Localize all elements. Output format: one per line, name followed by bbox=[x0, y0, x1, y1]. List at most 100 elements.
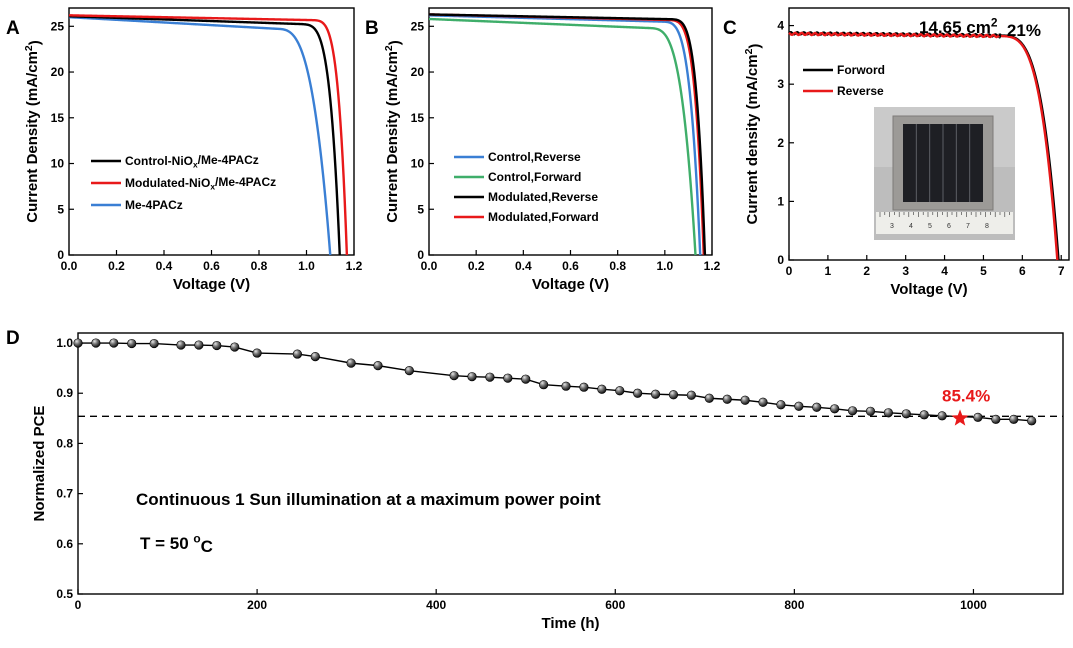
y-tick-label: 5 bbox=[417, 202, 424, 216]
data-point bbox=[597, 384, 607, 394]
x-tick-label: 0.4 bbox=[156, 259, 173, 273]
data-point bbox=[485, 372, 495, 382]
y-tick-label: 20 bbox=[51, 65, 65, 79]
x-tick-label: 0 bbox=[786, 264, 793, 278]
x-tick-label: 3 bbox=[902, 264, 909, 278]
ruler bbox=[876, 212, 1013, 234]
data-point bbox=[830, 404, 840, 414]
y-tick-label: 2 bbox=[777, 136, 784, 150]
x-axis-title: Voltage (V) bbox=[532, 276, 609, 293]
y-axis-title: Current Density (mA/cm2) bbox=[23, 40, 44, 223]
y-tick-label: 5 bbox=[57, 202, 64, 216]
temperature-annotation: T = 50 oC bbox=[140, 531, 213, 555]
data-point bbox=[539, 380, 549, 390]
x-axis-title: Voltage (V) bbox=[173, 276, 250, 293]
x-tick-label: 0.8 bbox=[609, 259, 626, 273]
x-tick-label: 6 bbox=[1019, 264, 1026, 278]
y-tick-label: 0 bbox=[417, 248, 424, 262]
ruler-label: 3 bbox=[890, 223, 894, 230]
data-point bbox=[633, 388, 643, 398]
data-point bbox=[292, 349, 302, 359]
y-tick-label: 25 bbox=[51, 19, 65, 33]
x-axis-title: Voltage (V) bbox=[890, 281, 967, 298]
data-point bbox=[561, 381, 571, 391]
x-tick-label: 5 bbox=[980, 264, 987, 278]
legend-label: Control-NiOx/Me-4PACz bbox=[125, 153, 259, 170]
x-tick-label: 0.0 bbox=[61, 259, 78, 273]
panel-letter: D bbox=[6, 328, 20, 349]
data-point bbox=[883, 408, 893, 418]
data-point bbox=[373, 361, 383, 371]
plot-frame bbox=[788, 7, 1070, 261]
data-point bbox=[794, 401, 804, 411]
panel-letter: A bbox=[6, 18, 20, 39]
ruler-label: 6 bbox=[947, 223, 951, 230]
y-tick-label: 10 bbox=[411, 157, 425, 171]
y-axis-title: Current Density (mA/cm2) bbox=[383, 40, 404, 223]
data-point bbox=[73, 338, 83, 348]
y-tick-label: 0.6 bbox=[56, 537, 73, 551]
data-point bbox=[722, 394, 732, 404]
data-point bbox=[919, 410, 929, 420]
legend-label: Control,Reverse bbox=[488, 150, 581, 164]
legend-label: Me-4PACz bbox=[125, 198, 183, 212]
x-tick-label: 200 bbox=[247, 598, 267, 612]
data-point bbox=[194, 340, 204, 350]
x-tick-label: 0.2 bbox=[108, 259, 125, 273]
data-point bbox=[1009, 414, 1019, 424]
data-point bbox=[668, 390, 679, 400]
series-line-modulated-reverse bbox=[428, 13, 707, 256]
x-tick-label: 0.8 bbox=[251, 259, 268, 273]
x-tick-label: 1.0 bbox=[656, 259, 673, 273]
data-point bbox=[252, 348, 262, 358]
illumination-annotation: Continuous 1 Sun illumination at a maxim… bbox=[136, 490, 601, 509]
y-tick-label: 1.0 bbox=[56, 336, 73, 350]
area-efficiency-label: 14.65 cm2, 21% bbox=[919, 15, 1041, 39]
panel-c: 0 1 2 3 4 5 6 7 0 1 2 3 4 C Voltage (V) Current density… bbox=[723, 7, 1070, 298]
x-tick-label: 0.6 bbox=[203, 259, 220, 273]
x-tick-label: 0.6 bbox=[562, 259, 579, 273]
data-point bbox=[812, 402, 822, 412]
x-tick-label: 7 bbox=[1058, 264, 1065, 278]
x-tick-label: 800 bbox=[784, 598, 804, 612]
x-tick-label: 4 bbox=[941, 264, 948, 278]
y-tick-label: 3 bbox=[777, 77, 784, 91]
data-point bbox=[346, 358, 356, 368]
data-point bbox=[310, 351, 320, 362]
series-line-control-niox-me-4pacz bbox=[68, 15, 341, 256]
plot-frame bbox=[77, 332, 1064, 595]
y-tick-label: 10 bbox=[51, 157, 65, 171]
y-tick-label: 0.9 bbox=[56, 386, 73, 400]
series-line-modulated-niox-me-4pacz bbox=[68, 14, 349, 256]
data-point bbox=[1027, 416, 1037, 426]
data-point bbox=[91, 338, 101, 348]
legend-label: Modulated-NiOx/Me-4PACz bbox=[125, 175, 276, 192]
data-point bbox=[449, 371, 459, 381]
data-point bbox=[973, 412, 983, 422]
x-tick-label: 1 bbox=[825, 264, 832, 278]
data-point bbox=[991, 414, 1001, 424]
y-tick-label: 0 bbox=[57, 248, 64, 262]
highlight-label: 85.4% bbox=[942, 386, 990, 405]
y-tick-label: 0 bbox=[777, 253, 784, 267]
y-tick-label: 25 bbox=[411, 19, 425, 33]
data-point bbox=[704, 393, 714, 403]
data-point bbox=[776, 400, 786, 410]
x-tick-label: 2 bbox=[863, 264, 870, 278]
data-point bbox=[686, 390, 696, 400]
x-axis-title: Time (h) bbox=[541, 615, 599, 632]
data-point bbox=[865, 406, 876, 416]
x-tick-label: 0.0 bbox=[421, 259, 438, 273]
plot-frame bbox=[68, 7, 355, 256]
data-point bbox=[937, 411, 947, 421]
module-photo-inset: 3 4 5 6 7 8 bbox=[874, 107, 1015, 240]
x-tick-label: 1.2 bbox=[346, 259, 363, 273]
data-point bbox=[404, 366, 414, 376]
y-tick-label: 20 bbox=[411, 65, 425, 79]
y-tick-label: 15 bbox=[411, 111, 425, 125]
y-tick-label: 4 bbox=[777, 19, 784, 33]
x-tick-label: 0.4 bbox=[515, 259, 532, 273]
x-tick-label: 600 bbox=[605, 598, 625, 612]
x-tick-label: 1.0 bbox=[298, 259, 315, 273]
